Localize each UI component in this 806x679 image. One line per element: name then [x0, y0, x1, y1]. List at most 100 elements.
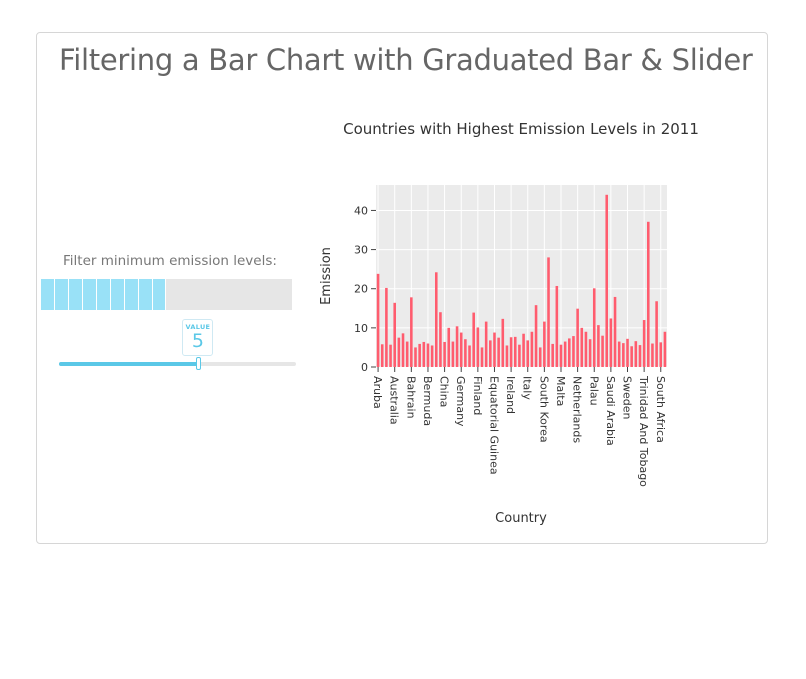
- x-tick-label: Aruba: [371, 376, 384, 409]
- x-tick-label: Palau: [587, 376, 600, 406]
- x-tick-label: Trinidad And Tobago: [637, 375, 650, 487]
- bar: [397, 337, 401, 367]
- bar: [426, 343, 430, 367]
- bar: [588, 339, 592, 367]
- x-tick-label: Malta: [554, 376, 567, 406]
- x-tick-label: Sweden: [621, 376, 634, 419]
- bar: [447, 327, 451, 367]
- slider-fill: [59, 362, 199, 366]
- bar: [626, 338, 629, 367]
- graduated-segment: [82, 279, 97, 310]
- y-tick-label: 20: [354, 283, 368, 296]
- x-axis: Aruba Australia Bahrain Bermuda China Germany…: [371, 367, 667, 487]
- bar: [430, 345, 434, 367]
- graduated-bar: [41, 279, 292, 310]
- x-tick-label: Saudi Arabia: [604, 376, 617, 446]
- graduated-segment: [124, 279, 139, 310]
- bar: [530, 331, 534, 367]
- bar: [534, 305, 538, 367]
- bar: [609, 318, 613, 367]
- bar: [414, 347, 417, 367]
- bar: [584, 331, 588, 367]
- graduated-segment: [138, 279, 153, 310]
- graduated-segment: [96, 279, 111, 310]
- plot-background: [376, 185, 667, 367]
- bar: [401, 333, 405, 367]
- bar: [389, 344, 392, 367]
- x-tick-label: Italy: [521, 376, 534, 400]
- bar: [493, 332, 496, 367]
- graduated-segment: [152, 279, 167, 310]
- bar: [568, 338, 571, 367]
- slider-value-tooltip: VALUE 5: [182, 319, 214, 356]
- bar: [501, 318, 505, 367]
- bar: [476, 327, 480, 367]
- graduated-segment: [110, 279, 125, 310]
- x-tick-label: Bermuda: [421, 376, 434, 426]
- y-tick-label: 30: [354, 244, 368, 257]
- bar: [459, 332, 463, 367]
- bar: [468, 345, 471, 367]
- bar: [647, 221, 650, 367]
- page-title: Filtering a Bar Chart with Graduated Bar…: [59, 43, 753, 77]
- x-tick-label: Netherlands: [571, 376, 584, 443]
- bar: [443, 341, 446, 367]
- bar: [405, 341, 409, 367]
- chart-title: Countries with Highest Emission Levels i…: [343, 120, 699, 138]
- bar: [472, 312, 475, 367]
- emission-slider[interactable]: [59, 357, 296, 370]
- bar: [663, 331, 667, 367]
- bar: [622, 343, 625, 367]
- bar: [634, 341, 638, 367]
- bar: [547, 257, 550, 367]
- bar: [538, 347, 542, 367]
- filter-label: Filter minimum emission levels:: [63, 253, 277, 269]
- graduated-segment: [68, 279, 83, 310]
- y-tick-label: 0: [361, 361, 368, 374]
- graduated-segment: [54, 279, 69, 310]
- bar: [605, 194, 609, 367]
- bar: [651, 343, 654, 367]
- bar: [526, 340, 530, 367]
- bar: [522, 333, 525, 367]
- bar: [630, 346, 633, 367]
- y-axis: 0 10 20 30 40: [354, 204, 376, 374]
- bar: [638, 345, 642, 367]
- y-tick-label: 10: [354, 322, 368, 335]
- bar: [376, 273, 380, 367]
- x-tick-label: Australia: [388, 376, 401, 425]
- bar: [509, 337, 513, 367]
- x-tick-label: Ireland: [504, 376, 517, 414]
- bar: [480, 347, 484, 367]
- bar: [418, 343, 421, 367]
- bar: [543, 321, 546, 367]
- x-tick-label: Germany: [454, 376, 467, 427]
- value-caption: VALUE: [185, 323, 211, 331]
- y-tick-label: 40: [354, 204, 368, 217]
- bar: [563, 341, 567, 367]
- x-tick-label: South Korea: [537, 376, 550, 443]
- x-tick-label: China: [438, 376, 451, 407]
- bar: [617, 341, 621, 367]
- bar: [655, 301, 658, 367]
- bar: [497, 337, 500, 367]
- bar: [659, 342, 663, 367]
- bar: [484, 321, 488, 367]
- bars: [376, 194, 667, 367]
- bar: [580, 327, 584, 367]
- bar: [642, 320, 646, 367]
- graduated-segment: [41, 279, 55, 310]
- bar: [439, 312, 442, 367]
- slider-handle[interactable]: [196, 357, 202, 370]
- bar: [601, 335, 604, 367]
- bar: [613, 296, 617, 367]
- x-tick-label: Equatorial Guinea: [487, 376, 500, 475]
- bar: [551, 343, 554, 367]
- bar: [451, 341, 455, 367]
- x-tick-label: Finland: [471, 376, 484, 415]
- y-axis-title: Emission: [319, 247, 334, 305]
- bar: [410, 297, 413, 367]
- bar: [393, 302, 396, 367]
- x-tick-label: South Africa: [654, 376, 667, 443]
